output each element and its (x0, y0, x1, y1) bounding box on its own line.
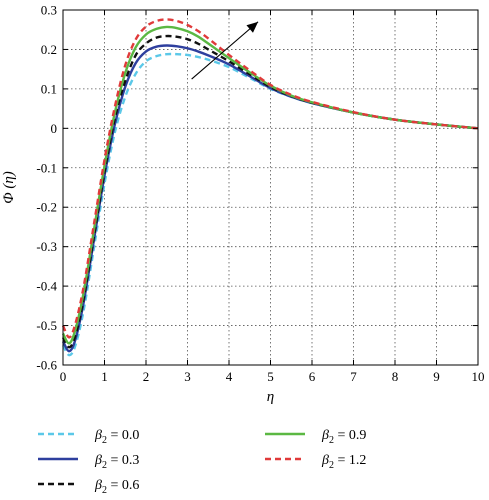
arrow-head (246, 21, 259, 33)
x-tick-label: 4 (226, 369, 233, 384)
series-layer (61, 18, 479, 357)
y-tick-label: -0.4 (36, 279, 57, 294)
x-tick-label: 9 (433, 369, 440, 384)
y-axis-label: Φ (η) (1, 171, 17, 204)
y-tick-label: 0.2 (41, 42, 57, 57)
y-tick-label: -0.6 (36, 358, 57, 373)
x-tick-label: 7 (350, 369, 357, 384)
increase-arrow (191, 21, 259, 80)
legend-label: β2 = 0.6 (94, 478, 139, 496)
legend-label: β2 = 0.0 (94, 428, 139, 446)
y-tick-label: 0.1 (41, 81, 57, 96)
x-tick-label: 6 (309, 369, 316, 384)
y-tick-label: -0.2 (36, 200, 57, 215)
legend-item-3: β2 = 0.9 (265, 428, 366, 446)
legend-label: β2 = 0.3 (94, 453, 139, 471)
y-tick-label: -0.1 (36, 160, 57, 175)
legend-item-2: β2 = 0.6 (38, 478, 139, 496)
legend-label: β2 = 1.2 (321, 453, 366, 471)
arrow-shaft (191, 21, 259, 80)
y-tick-label: -0.5 (36, 318, 57, 333)
x-tick-label: 1 (101, 369, 108, 384)
ticks: 0 1 2 3 4 5 6 7 8 9 10 0.3 0.2 0.1 0 -0.1 -0.2 -0.3 -0.4 -0… (36, 3, 484, 385)
x-tick-label: 3 (184, 369, 191, 384)
legend-item-0: β2 = 0.0 (38, 428, 139, 446)
legend-item-4: β2 = 1.2 (265, 453, 366, 471)
legend-item-1: β2 = 0.3 (38, 453, 139, 471)
x-tick-label: 2 (143, 369, 150, 384)
y-tick-label: 0.3 (41, 3, 57, 18)
series-line-0 (61, 52, 479, 357)
legend-label: β2 = 0.9 (321, 428, 366, 446)
legend: β2 = 0.0 β2 = 0.3 β2 = 0.6 β2 = 0.9 β2 = 1.2 (38, 428, 366, 496)
x-tick-label: 8 (392, 369, 399, 384)
series-line-4 (61, 18, 479, 339)
x-tick-label: 10 (472, 369, 485, 384)
x-tick-label: 0 (60, 369, 67, 384)
x-axis-label: η (267, 389, 274, 405)
x-tick-label: 5 (267, 369, 274, 384)
grid (63, 10, 478, 365)
y-tick-label: -0.3 (36, 239, 57, 254)
y-tick-label: 0 (51, 121, 58, 136)
